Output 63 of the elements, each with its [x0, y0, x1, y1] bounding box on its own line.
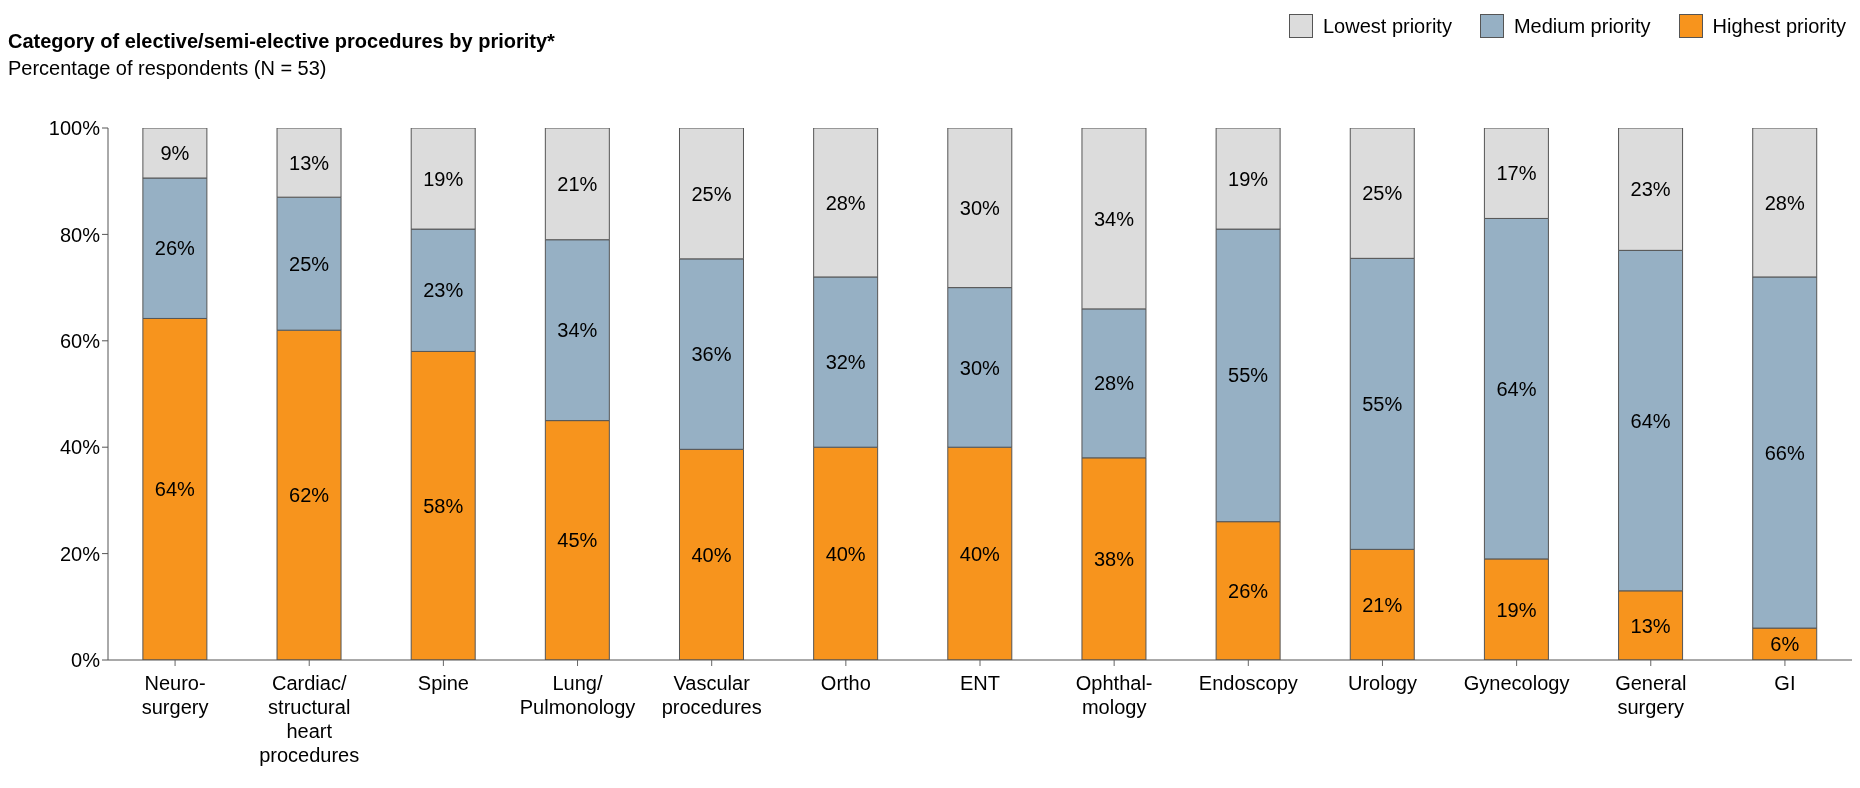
data-label: 21% — [1362, 593, 1403, 616]
x-tick-label: GI — [1774, 672, 1796, 694]
data-label: 45% — [557, 529, 598, 552]
data-label: 21% — [557, 172, 598, 195]
x-tick-label: Urology — [1348, 672, 1417, 694]
data-label: 23% — [1630, 178, 1671, 201]
data-label: 26% — [1228, 579, 1269, 602]
data-label: 19% — [1228, 167, 1269, 190]
data-label: 64% — [1630, 409, 1671, 432]
data-label: 30% — [959, 196, 1001, 219]
y-tick-label: 20% — [59, 542, 101, 565]
y-tick-label: 40% — [59, 436, 101, 459]
chart-title: Category of elective/semi-elective procedures by priority* — [8, 30, 555, 53]
data-label: 34% — [1093, 207, 1135, 230]
data-label: 25% — [1362, 182, 1403, 205]
data-label: 58% — [423, 494, 464, 517]
chart-subtitle: Percentage of respondents (N = 53) — [8, 57, 328, 80]
data-label: 19% — [423, 167, 464, 190]
x-tick-label: ENT — [960, 672, 1000, 694]
x-tick-label: Neuro- surgery — [141, 672, 209, 718]
y-tick-label: 80% — [59, 223, 101, 246]
data-label: 64% — [154, 478, 196, 501]
data-label: 34% — [557, 319, 598, 342]
x-tick-label: General surgery — [1615, 672, 1687, 718]
x-tick-label: Spine — [417, 672, 469, 694]
data-label: 25% — [289, 252, 330, 275]
data-label: 13% — [289, 151, 330, 174]
data-label: 28% — [1093, 372, 1135, 395]
data-label: 17% — [1496, 162, 1537, 185]
x-tick-label: Endoscopy — [1198, 672, 1298, 694]
data-label: 28% — [1764, 191, 1805, 214]
x-tick-label: Lung/ Pulmonology — [519, 672, 636, 718]
data-label: 9% — [160, 142, 190, 165]
data-label: 26% — [154, 237, 196, 260]
x-tick-label: Ortho — [820, 672, 871, 694]
data-label: 40% — [959, 542, 1001, 565]
x-tick-label: Ophthal- mology — [1075, 672, 1153, 718]
data-label: 40% — [825, 542, 866, 565]
data-label: 30% — [959, 356, 1001, 379]
data-label: 28% — [825, 191, 866, 214]
data-label: 40% — [691, 543, 732, 566]
data-label: 19% — [1496, 598, 1537, 621]
data-label: 66% — [1764, 441, 1805, 464]
data-label: 64% — [1496, 377, 1537, 400]
data-label: 38% — [1093, 548, 1135, 571]
x-tick-label: Vascular procedures — [661, 672, 762, 718]
data-label: 23% — [423, 279, 464, 302]
y-tick-label: 100% — [48, 117, 101, 140]
data-label: 25% — [691, 182, 732, 205]
data-label: 13% — [1630, 614, 1671, 637]
legend-label: Medium priority — [1513, 14, 1651, 38]
y-tick-label: 0% — [71, 649, 101, 672]
legend-label: Lowest priority — [1322, 14, 1452, 38]
x-tick-label: Cardiac/ structural heart procedures — [259, 672, 360, 766]
legend-label: Highest priority — [1712, 14, 1846, 38]
data-label: 6% — [1770, 633, 1800, 656]
data-label: 36% — [691, 343, 732, 366]
data-label: 62% — [289, 484, 330, 507]
data-label: 55% — [1228, 364, 1269, 387]
data-label: 55% — [1362, 392, 1403, 415]
data-label: 32% — [825, 351, 866, 374]
x-tick-label: Gynecology — [1463, 672, 1570, 694]
y-tick-label: 60% — [59, 329, 101, 352]
